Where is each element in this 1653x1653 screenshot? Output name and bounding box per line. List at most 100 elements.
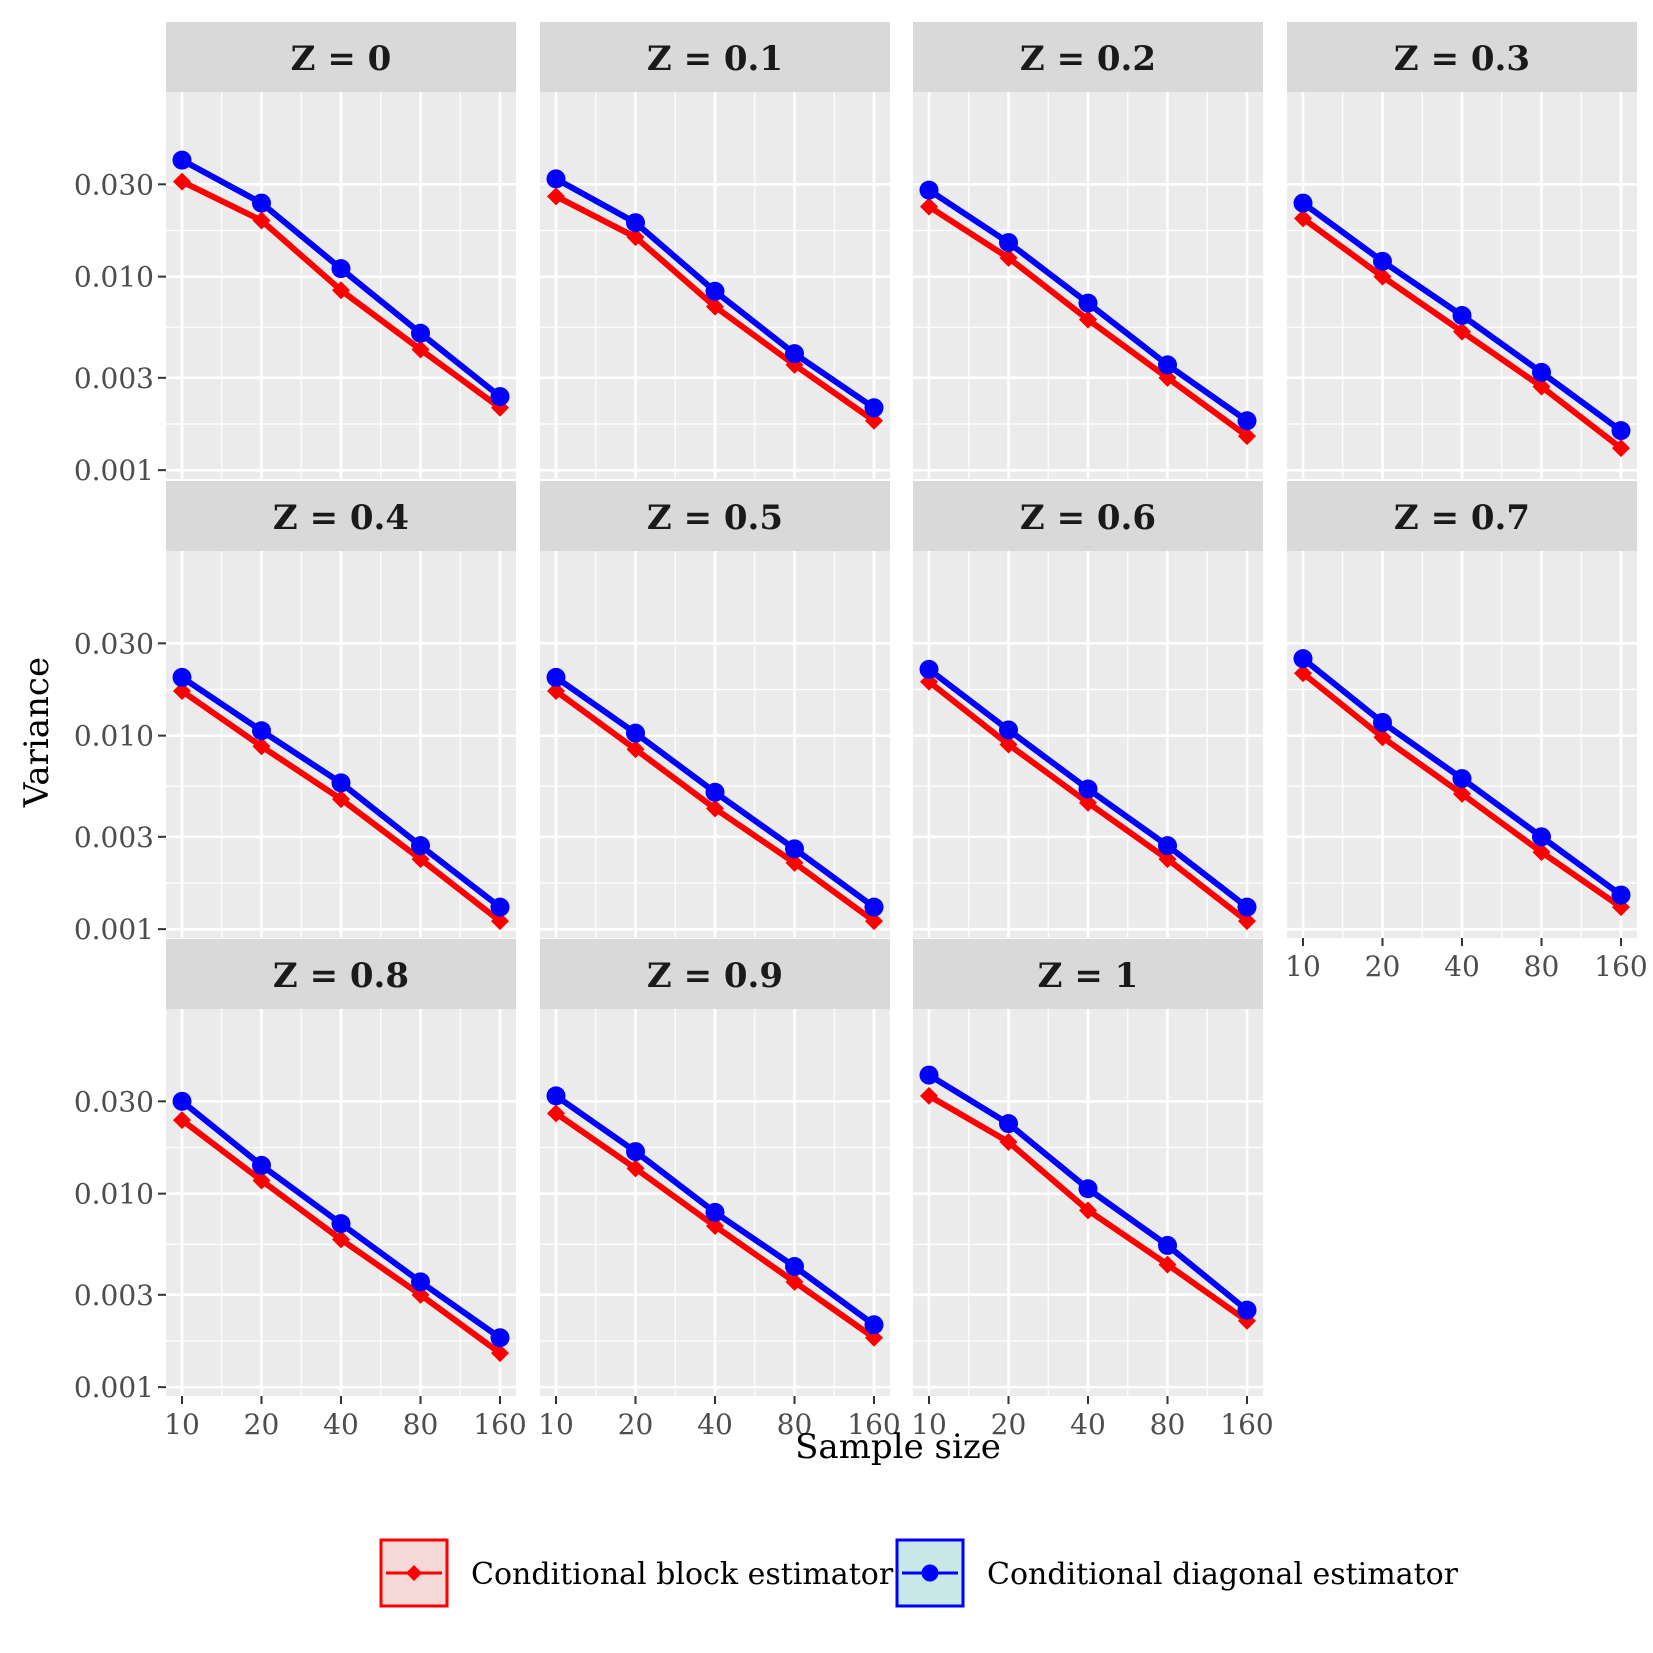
panel: Z = 0.9 10 20 40 80 160 [538,939,901,1441]
block-series-point [252,1171,271,1190]
block-series-point [1158,850,1177,869]
facet-strip [1287,22,1637,92]
facet-strip [540,481,890,551]
y-tick-label: 0.001 [74,454,154,487]
diagonal-series-point [1078,779,1098,799]
diagonal-series-point [411,323,430,343]
block-series-point [547,187,565,206]
x-tick-label: 40 [1070,1408,1106,1441]
diagonal-series-point [1373,712,1392,732]
block-series-point [173,682,191,701]
diagonal-series-point [411,836,430,856]
x-tick-label: 160 [847,1408,900,1441]
y-tick-label: 0.003 [74,1279,154,1312]
block-series-point [920,1086,938,1105]
diagonal-series-point [1532,827,1551,847]
y-tick-label: 0.030 [74,627,154,660]
diagonal-series-point [999,1114,1018,1134]
diagonal-series-point [919,180,939,200]
y-tick-label: 0.001 [74,1371,154,1404]
facet-strip-label: Z = 0.6 [1020,498,1156,538]
block-series-point [1079,793,1097,812]
x-tick-label: 80 [1524,950,1560,983]
panel: Z = 0.7 10 20 40 80 160 [1285,481,1648,983]
legend-block-label: Conditional block estimator [471,1557,894,1592]
facet-strip [1287,481,1637,551]
x-tick-label: 80 [1150,1408,1186,1441]
diagonal-series-point [1293,649,1313,669]
legend-block-key-marker [406,1565,422,1581]
diagonal-series-point [1611,885,1631,905]
facet-strip-label: Z = 0.4 [273,498,409,538]
facet-strip-label: Z = 1 [1038,956,1139,996]
block-series-point [626,1159,645,1178]
diagonal-series-point [331,259,351,279]
block-series-point [1453,784,1471,803]
diagonal-series-point [999,720,1018,740]
facet-strip [166,22,516,92]
diagonal-series-point [546,169,566,189]
diagonal-series-point [172,150,192,170]
block-series-point [1373,728,1392,747]
x-tick-label: 40 [1444,950,1480,983]
diagonal-series-point [1373,251,1392,271]
diagonal-series-point [864,897,884,917]
facet-strip-label: Z = 0.9 [647,956,783,996]
facet-strip-label: Z = 0.5 [647,498,783,538]
diagonal-series-point [252,721,271,741]
x-tick-label: 10 [538,1408,574,1441]
block-series-point [1532,377,1551,396]
diagonal-series-point [252,1155,271,1175]
facet-strip-label: Z = 0.3 [1394,39,1530,79]
diagonal-series-point [785,344,804,364]
diagonal-series-point [919,1065,939,1085]
panel: Z = 0.5 [540,481,890,938]
diagonal-series-point [331,1214,351,1234]
block-series-point [920,197,938,216]
block-series-point [785,1272,804,1291]
x-tick-label: 160 [1594,950,1647,983]
block-series-point [865,1328,883,1347]
block-series-point [173,172,191,191]
panel: Z = 0.4 0.001 0.003 0.010 0.030 [74,481,516,946]
diagonal-series-point [1611,421,1631,441]
diagonal-series-point [1452,769,1472,789]
block-series-point [491,912,509,931]
block-series-point [332,790,350,809]
diagonal-series-point [1237,897,1257,917]
block-series-point [1158,368,1177,387]
block-series-point [1453,322,1471,341]
x-tick-label: 160 [1220,1408,1273,1441]
block-series-point [865,411,883,430]
block-series-point [1079,310,1097,329]
panel: Z = 0.2 [913,22,1263,479]
x-tick-label: 80 [403,1408,439,1441]
diagonal-series-point [411,1272,430,1292]
block-series-point [547,1104,565,1123]
diagonal-series-point [705,782,725,802]
block-series-point [1532,843,1551,862]
panel: Z = 0.1 [540,22,890,479]
block-series-point [999,248,1018,267]
diagonal-series-point [1237,411,1257,431]
legend: Conditional block estimator Conditional d… [379,1538,1459,1608]
block-series-point [547,682,565,701]
diagonal-series-point [172,1091,192,1111]
x-tick-label: 10 [1285,950,1321,983]
panel: Z = 0.8 0.001 0.003 0.010 0.030 10 20 40 80 160 [74,939,527,1441]
diagonal-series-point [1158,1235,1177,1255]
diagonal-series-point [490,1328,510,1348]
diagonal-series-point [252,193,271,213]
block-series-point [706,799,724,818]
y-tick-label: 0.003 [74,362,154,395]
facet-strip [540,22,890,92]
block-series-point [1158,1255,1177,1274]
block-series-point [865,912,883,931]
diagonal-series-point [785,1257,804,1277]
y-tick-label: 0.001 [74,913,154,946]
panel: Z = 0.6 [913,481,1263,938]
facet-strip [913,22,1263,92]
facet-strip [913,939,1263,1009]
block-series-point [785,853,804,872]
